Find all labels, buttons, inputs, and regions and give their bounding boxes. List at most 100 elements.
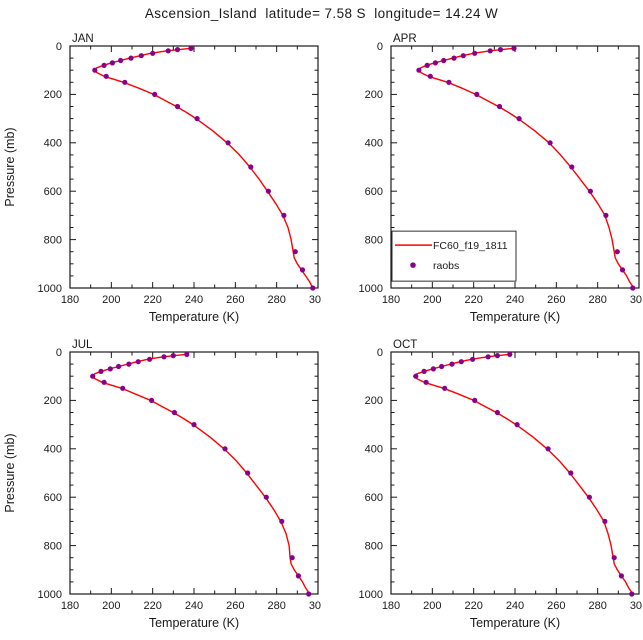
raobs-point — [545, 446, 551, 452]
raobs-point — [116, 363, 122, 370]
raobs-point — [547, 140, 553, 146]
raobs-point — [98, 368, 104, 374]
y-tick-label: 0 — [56, 41, 62, 53]
x-tick-label: 240 — [506, 294, 524, 306]
raobs-point — [292, 249, 298, 255]
x-axis-title: Temperature (K) — [149, 310, 239, 324]
raobs-point — [618, 573, 624, 579]
y-tick-label: 200 — [365, 89, 383, 101]
raobs-point — [150, 50, 156, 56]
raobs-point — [423, 379, 429, 385]
y-tick-label: 400 — [365, 138, 383, 150]
x-tick-label: 220 — [143, 294, 161, 306]
raobs-point — [152, 91, 158, 97]
x-tick-label: 200 — [423, 294, 441, 306]
month-label: APR — [393, 33, 417, 45]
y-tick-label: 600 — [365, 492, 383, 504]
x-tick-label: 240 — [185, 294, 203, 306]
raobs-point — [472, 397, 478, 403]
x-axis-title: Temperature (K) — [470, 616, 560, 630]
raobs-point — [451, 55, 457, 61]
raobs-point — [299, 267, 306, 273]
raobs-point — [109, 60, 115, 66]
x-tick-label: 180 — [61, 600, 79, 612]
x-tick-label: 300 — [630, 600, 642, 612]
y-axis-title: Pressure (mb) — [3, 127, 17, 206]
raobs-point — [289, 555, 295, 561]
y-tick-label: 200 — [44, 89, 62, 101]
raobs-point — [497, 47, 504, 53]
plot-frame — [69, 351, 319, 595]
raobs-point — [188, 45, 194, 51]
raobs-point — [630, 285, 636, 291]
raobs-point — [413, 373, 419, 379]
raobs-point — [487, 48, 493, 54]
raobs-point — [442, 385, 448, 391]
raobs-point — [135, 359, 141, 365]
y-tick-label: 1000 — [38, 283, 62, 295]
x-tick-label: 300 — [309, 600, 321, 612]
y-tick-label: 0 — [377, 41, 383, 53]
raobs-point — [470, 356, 476, 362]
y-tick-label: 1000 — [38, 589, 62, 601]
raobs-point — [611, 555, 617, 561]
raobs-point — [191, 422, 197, 428]
raobs-point — [120, 385, 126, 391]
x-tick-label: 240 — [506, 600, 524, 612]
figure-title: Ascension_Island latitude= 7.58 S longit… — [144, 6, 499, 21]
x-tick-label: 200 — [102, 600, 120, 612]
raobs-point — [587, 188, 593, 194]
raobs-point — [126, 361, 132, 367]
raobs-point — [248, 164, 254, 170]
raobs-point — [439, 363, 445, 370]
month-label: JUL — [72, 339, 93, 351]
raobs-point — [245, 470, 251, 476]
raobs-point — [449, 361, 455, 367]
y-tick-label: 600 — [44, 186, 62, 198]
raobs-point — [427, 73, 433, 79]
raobs-point — [494, 409, 500, 416]
raobs-point — [603, 212, 609, 218]
month-label: JAN — [72, 33, 94, 45]
raobs-point — [424, 62, 430, 68]
x-tick-label: 300 — [630, 294, 642, 306]
raobs-point — [281, 212, 287, 218]
model-line — [413, 353, 634, 595]
raobs-point — [485, 354, 491, 360]
raobs-point — [101, 62, 107, 68]
x-tick-label: 180 — [382, 600, 400, 612]
y-tick-label: 1000 — [359, 283, 383, 295]
y-tick-label: 400 — [44, 138, 62, 150]
y-tick-label: 800 — [365, 234, 383, 246]
x-tick-label: 180 — [382, 294, 400, 306]
panel-jan: 180 200 220 240 260 280 300 0 200 400 600 800 1000 JA… — [3, 33, 321, 324]
y-tick-label: 600 — [365, 186, 383, 198]
x-tick-label: 260 — [547, 294, 565, 306]
raobs-point — [416, 67, 422, 73]
raobs-point — [306, 591, 312, 597]
raobs-point — [432, 60, 438, 66]
panel-jul: 180 200 220 240 260 280 300 0 200 400 600 800 1000 JU… — [3, 339, 321, 630]
x-tick-label: 280 — [267, 600, 285, 612]
x-tick-label: 200 — [423, 600, 441, 612]
raobs-point — [460, 53, 466, 59]
raobs-point — [265, 188, 271, 194]
y-tick-label: 0 — [56, 347, 62, 359]
x-tick-label: 180 — [61, 294, 79, 306]
raobs-point — [147, 356, 153, 362]
raobs-point — [614, 249, 620, 255]
legend-label-raobs: raobs — [433, 260, 459, 272]
x-tick-label: 220 — [464, 600, 482, 612]
y-tick-label: 800 — [44, 234, 62, 246]
raobs-point — [118, 57, 124, 64]
raobs-point — [507, 351, 513, 357]
raobs-point — [90, 373, 96, 379]
x-tick-label: 220 — [143, 600, 161, 612]
x-axis-title: Temperature (K) — [149, 616, 239, 630]
raobs-point — [569, 164, 575, 170]
raobs-point — [194, 116, 200, 122]
y-tick-label: 0 — [377, 347, 383, 359]
x-tick-label: 260 — [226, 294, 244, 306]
x-tick-label: 300 — [309, 294, 321, 306]
raobs-point — [619, 267, 626, 273]
